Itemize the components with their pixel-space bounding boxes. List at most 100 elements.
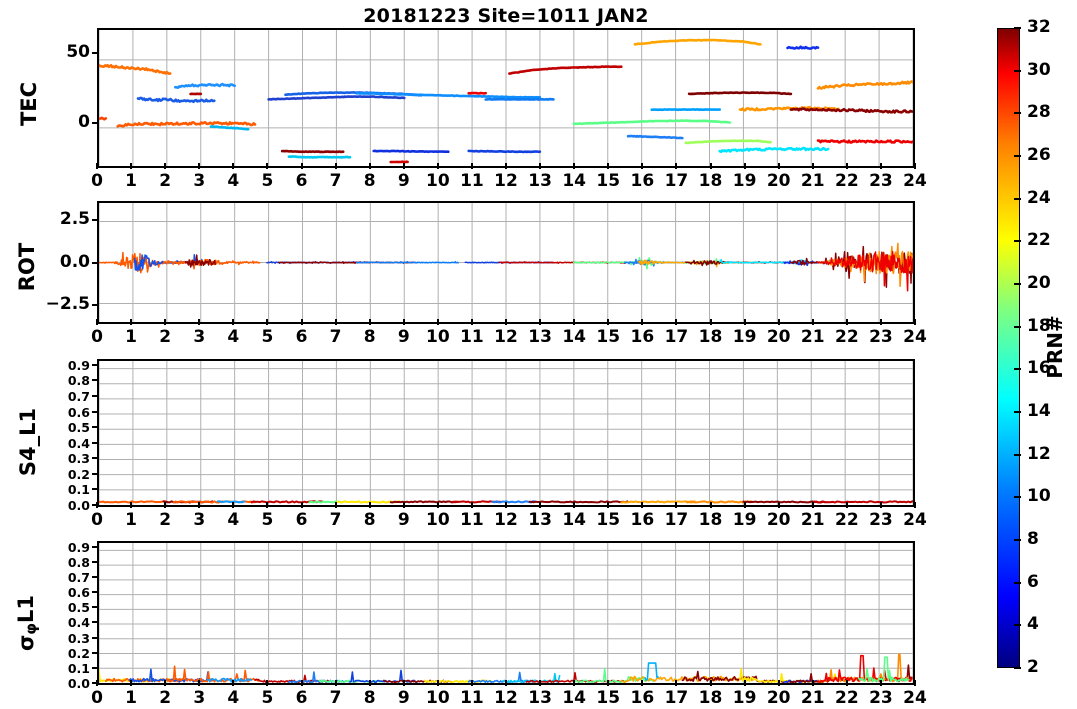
colorbar-tick-20: 20 [1027, 273, 1051, 293]
xtick-tec-10: 10 [425, 171, 450, 191]
xtick-rot-19: 19 [732, 327, 757, 347]
ytick-mark [92, 591, 98, 594]
xtick-rot-2: 2 [159, 327, 172, 347]
ytick-mark [92, 394, 98, 397]
xtick-mark [914, 502, 916, 508]
xtick-mark [334, 680, 337, 686]
xtick-mark [709, 502, 712, 508]
ytick-s4-6: 0.6 [67, 404, 90, 420]
panel-rot [97, 201, 915, 324]
ytick-s4-3: 0.3 [67, 451, 90, 467]
xtick-s4-12: 12 [494, 510, 518, 530]
ytick-mark [92, 457, 98, 460]
xtick-mark [539, 502, 542, 508]
xtick-s4-10: 10 [425, 510, 450, 530]
xtick-mark [505, 502, 507, 508]
xtick-rot-5: 5 [261, 327, 274, 347]
colorbar-tick-mark [1014, 155, 1021, 157]
xtick-rot-6: 6 [295, 327, 308, 347]
ytick-sigma-2: 0.2 [67, 645, 90, 661]
sigma-phi-plot-area [99, 543, 913, 683]
xtick-sigma-18: 18 [698, 688, 723, 708]
xtick-mark [300, 680, 303, 686]
xtick-rot-17: 17 [664, 327, 689, 347]
colorbar-tick-2: 2 [1027, 657, 1039, 677]
xtick-mark [607, 319, 610, 325]
xtick-mark [743, 163, 746, 169]
xtick-s4-5: 5 [261, 510, 274, 530]
ytick-s4-1: 0.1 [67, 482, 90, 498]
xtick-s4-2: 2 [159, 510, 172, 530]
xtick-rot-14: 14 [562, 327, 586, 347]
ytick-s4-0: 0.0 [67, 498, 90, 513]
xtick-sigma-14: 14 [562, 688, 586, 708]
xtick-mark [641, 163, 644, 169]
ytick-sigma-9: 0.9 [67, 539, 90, 555]
xtick-rot-22: 22 [834, 327, 859, 347]
xtick-sigma-7: 7 [329, 688, 342, 708]
xtick-mark [402, 319, 405, 325]
xtick-tec-9: 9 [397, 171, 410, 191]
xtick-mark [334, 502, 337, 508]
colorbar [997, 28, 1020, 668]
xtick-tec-21: 21 [800, 171, 825, 191]
xtick-rot-23: 23 [869, 327, 893, 347]
figure-title: 20181223 Site=1011 JAN2 [363, 5, 649, 27]
ytick-sigma-7: 0.7 [67, 569, 90, 585]
xtick-mark [539, 163, 542, 169]
ytick-mark [92, 651, 98, 654]
xtick-mark [436, 319, 439, 325]
xtick-mark [232, 680, 235, 686]
xtick-mark [505, 319, 507, 325]
colorbar-tick-22: 22 [1027, 230, 1051, 251]
xtick-tec-17: 17 [664, 171, 689, 191]
colorbar-tick-mark [1014, 69, 1021, 72]
xtick-tec-13: 13 [528, 171, 552, 191]
xtick-s4-3: 3 [193, 510, 206, 530]
rot-axes [97, 201, 915, 324]
xtick-s4-9: 9 [397, 510, 410, 530]
xtick-rot-1: 1 [125, 327, 137, 347]
xtick-sigma-19: 19 [732, 688, 757, 708]
s4-plot-area [99, 361, 913, 505]
xtick-mark [573, 680, 576, 686]
tec-axes [97, 28, 915, 168]
xtick-mark [777, 319, 780, 325]
xtick-mark [368, 319, 371, 325]
xtick-mark [675, 680, 678, 686]
xtick-mark [914, 680, 916, 686]
colorbar-tick-mark [1014, 624, 1021, 627]
ytick-mark [92, 122, 98, 125]
xtick-mark [266, 163, 269, 169]
colorbar-tick-mark [1014, 27, 1021, 29]
xtick-mark [164, 163, 167, 169]
xtick-sigma-22: 22 [834, 688, 859, 708]
xtick-mark [130, 163, 133, 169]
xtick-mark [198, 319, 201, 325]
xtick-s4-7: 7 [329, 510, 342, 530]
xtick-sigma-15: 15 [596, 688, 621, 708]
xtick-s4-20: 20 [766, 510, 791, 530]
xtick-sigma-20: 20 [766, 688, 791, 708]
ytick-mark [92, 666, 98, 669]
xtick-tec-6: 6 [295, 171, 308, 191]
xtick-mark [470, 319, 473, 325]
xtick-rot-8: 8 [363, 327, 376, 347]
ytick-rot-0: 2.5 [59, 208, 90, 229]
xtick-s4-17: 17 [664, 510, 689, 530]
xtick-sigma-4: 4 [227, 688, 240, 708]
xtick-mark [402, 163, 405, 169]
xtick-mark [368, 502, 371, 508]
xtick-mark [96, 163, 98, 169]
xtick-mark [811, 502, 814, 508]
ytick-s4-2: 0.2 [67, 466, 90, 482]
xtick-mark [368, 680, 371, 686]
xtick-mark [573, 319, 576, 325]
ytick-tec-1: 50 [66, 42, 90, 63]
colorbar-tick-mark [1014, 667, 1021, 669]
xtick-mark [914, 163, 916, 169]
xtick-mark [232, 319, 235, 325]
xtick-tec-7: 7 [329, 171, 342, 191]
xtick-sigma-21: 21 [800, 688, 825, 708]
colorbar-tick-32: 32 [1027, 17, 1051, 37]
